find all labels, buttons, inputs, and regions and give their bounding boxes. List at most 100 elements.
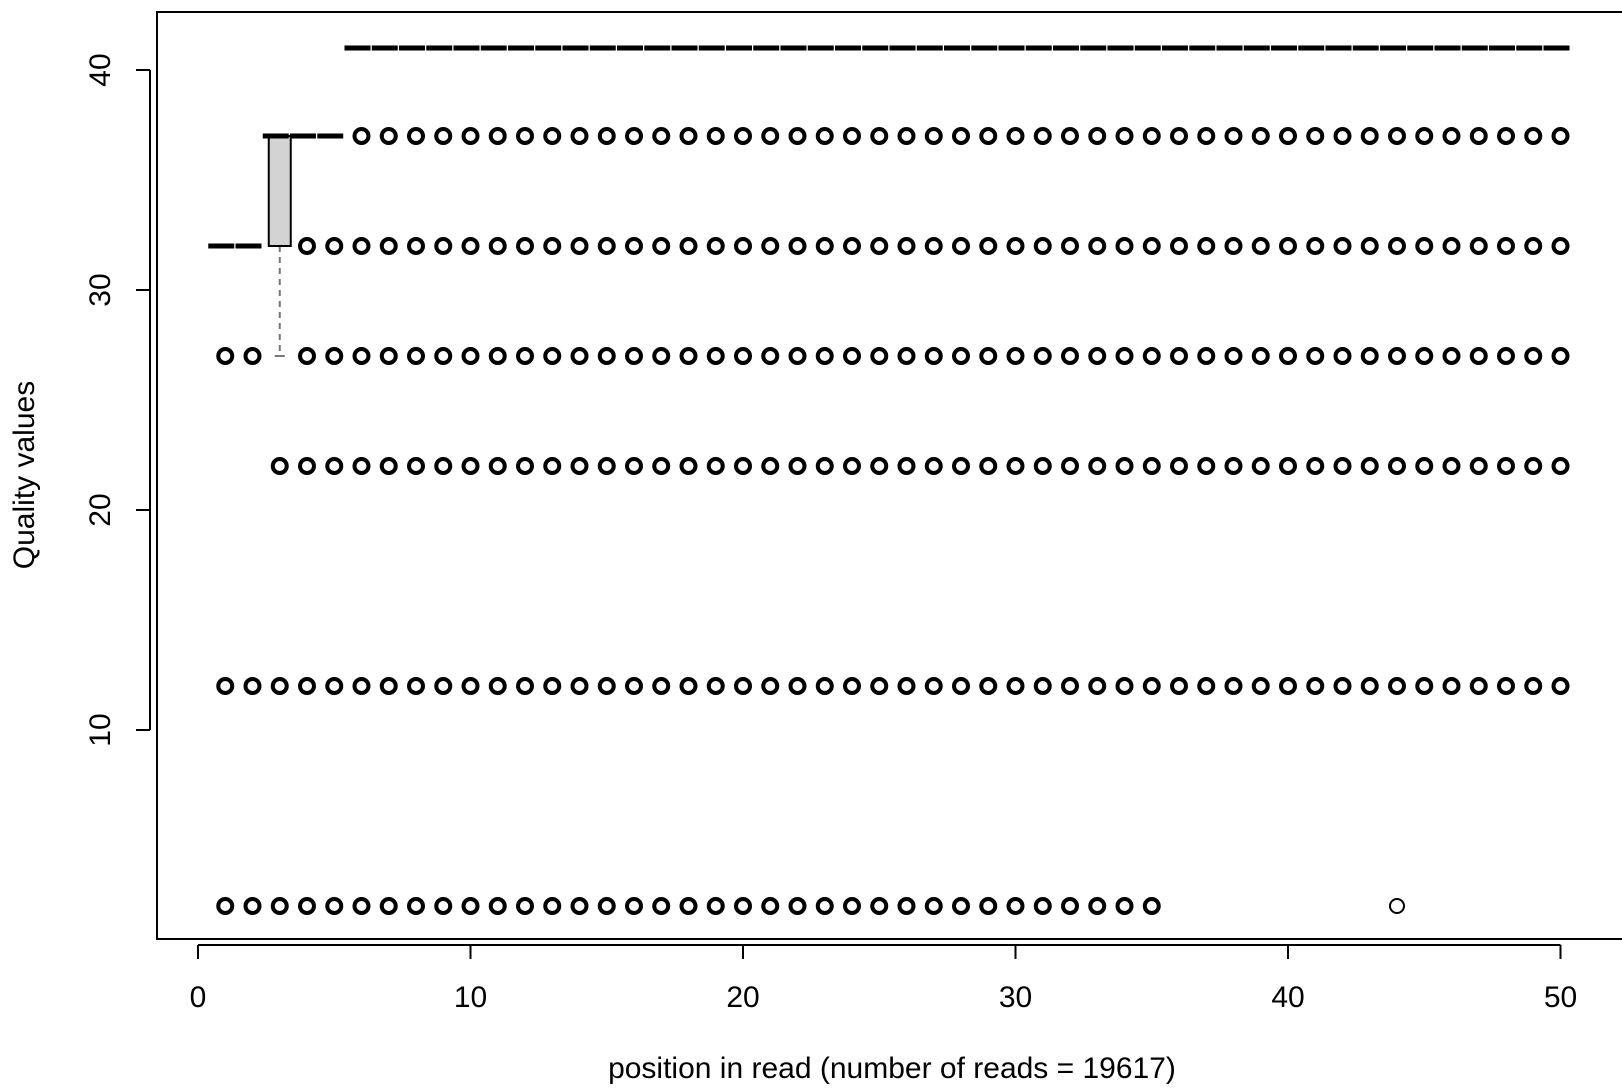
outlier-point	[652, 457, 671, 475]
outlier-point	[379, 237, 398, 255]
outlier-point	[1279, 457, 1297, 475]
outlier-point	[1142, 897, 1161, 915]
outlier-point	[1551, 457, 1570, 475]
outlier-point	[1389, 898, 1405, 914]
outlier-point	[1333, 237, 1352, 255]
outlier-point	[352, 347, 371, 365]
y-tick-label: 40	[84, 53, 117, 86]
outlier-point	[1197, 677, 1216, 695]
outlier-point	[243, 677, 262, 695]
outlier-point	[1360, 347, 1379, 365]
outlier-point	[1061, 897, 1079, 915]
outlier-point	[679, 457, 698, 475]
outlier-point	[325, 457, 344, 475]
x-tick-label: 40	[1271, 981, 1304, 1014]
outlier-point	[734, 677, 752, 695]
outlier-point	[734, 237, 752, 255]
outlier-point	[1251, 127, 1270, 145]
outlier-point	[516, 677, 534, 695]
outlier-point	[1551, 127, 1570, 145]
outlier-point	[1388, 237, 1406, 255]
outlier-point	[1251, 457, 1270, 475]
outlier-point	[706, 897, 725, 915]
outlier-point	[843, 237, 861, 255]
outlier-point	[1306, 127, 1325, 145]
outlier-point	[1061, 237, 1079, 255]
outlier-point	[488, 127, 507, 145]
outlier-point	[1360, 127, 1379, 145]
outlier-point	[216, 347, 235, 365]
outlier-point	[952, 127, 970, 145]
outlier-point	[788, 127, 807, 145]
outlier-point	[1360, 457, 1379, 475]
outlier-point	[734, 127, 752, 145]
outlier-point	[788, 237, 807, 255]
outlier-point	[597, 457, 616, 475]
outlier-point	[761, 897, 780, 915]
outlier-point	[543, 237, 562, 255]
outlier-point	[597, 347, 616, 365]
outlier-point	[625, 237, 643, 255]
outlier-point	[1033, 237, 1052, 255]
outlier-point	[734, 897, 752, 915]
outlier-point	[815, 457, 834, 475]
outlier-point	[1061, 347, 1079, 365]
outlier-point	[1497, 457, 1515, 475]
outlier-point	[1469, 127, 1488, 145]
boxes-layer	[208, 45, 1570, 357]
outlier-point	[652, 897, 671, 915]
outlier-point	[1524, 457, 1543, 475]
outlier-point	[407, 677, 425, 695]
outlier-point	[761, 127, 780, 145]
outlier-point	[1442, 677, 1461, 695]
box-body	[267, 135, 292, 247]
outlier-point	[761, 347, 780, 365]
outlier-point	[1061, 127, 1079, 145]
outlier-point	[843, 457, 861, 475]
outlier-point	[761, 237, 780, 255]
outlier-point	[1033, 677, 1052, 695]
x-tick-label: 0	[190, 981, 207, 1014]
outlier-point	[1170, 677, 1188, 695]
outlier-point	[979, 237, 998, 255]
outlier-point	[298, 897, 316, 915]
outlier-point	[1142, 457, 1161, 475]
outlier-point	[1224, 237, 1243, 255]
outlier-point	[407, 237, 425, 255]
outlier-point	[679, 897, 698, 915]
outlier-point	[843, 897, 861, 915]
outlier-point	[706, 347, 725, 365]
outlier-point	[1469, 237, 1488, 255]
outlier-point	[1170, 127, 1188, 145]
outlier-point	[1469, 347, 1488, 365]
outlier-point	[1360, 237, 1379, 255]
outlier-point	[543, 677, 562, 695]
x-tick-label: 20	[726, 981, 759, 1014]
outlier-point	[488, 457, 507, 475]
outlier-point	[1415, 127, 1434, 145]
outlier-point	[461, 457, 480, 475]
outlier-point	[1442, 127, 1461, 145]
outlier-point	[597, 237, 616, 255]
outlier-point	[815, 127, 834, 145]
outlier-point	[1469, 457, 1488, 475]
outlier-point	[815, 677, 834, 695]
outlier-point	[1033, 127, 1052, 145]
outlier-point	[1279, 677, 1297, 695]
outlier-point	[924, 347, 943, 365]
y-tick-label: 10	[84, 713, 117, 746]
outlier-point	[1197, 127, 1216, 145]
outlier-point	[870, 347, 889, 365]
outlier-point	[1224, 127, 1243, 145]
outlier-point	[434, 237, 453, 255]
outlier-point	[625, 127, 643, 145]
outlier-point	[1115, 237, 1134, 255]
outlier-point	[461, 127, 480, 145]
outlier-point	[570, 127, 589, 145]
outlier-point	[352, 127, 371, 145]
outlier-point	[352, 237, 371, 255]
outlier-point	[516, 897, 534, 915]
outlier-point	[979, 127, 998, 145]
outlier-point	[352, 897, 371, 915]
